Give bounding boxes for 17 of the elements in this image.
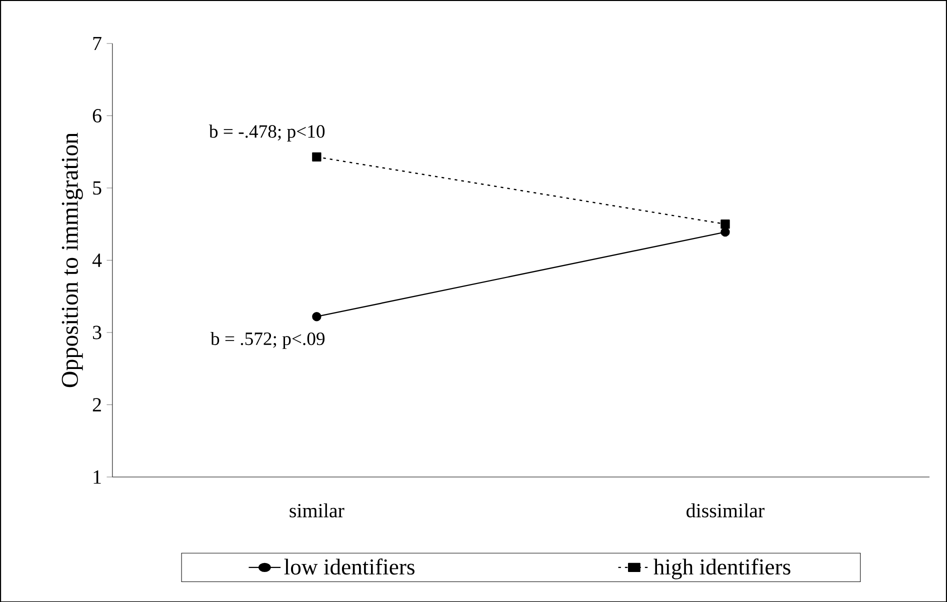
x-tick-label: dissimilar	[686, 503, 764, 518]
y-tick-label: 1	[94, 470, 101, 484]
y-tick-label: 4	[92, 253, 102, 267]
y-tick-label: 2	[92, 398, 101, 412]
x-tick-label: similar	[290, 503, 344, 518]
annotation: b = .572; p<.09	[210, 332, 325, 349]
legend-label: high identifiers	[654, 558, 790, 580]
y-axis-title: Opposition to immigration	[62, 132, 83, 387]
annotation: b = -.478; p<10	[208, 124, 325, 142]
y-tick-label: 7	[93, 36, 102, 50]
point	[312, 312, 322, 322]
legend-label: low identifiers	[284, 558, 414, 574]
y-tick-label: 3	[92, 326, 102, 340]
point	[720, 219, 730, 229]
point	[312, 152, 322, 162]
y-tick-label: 5	[93, 181, 102, 194]
y-tick-label: 6	[92, 108, 102, 122]
